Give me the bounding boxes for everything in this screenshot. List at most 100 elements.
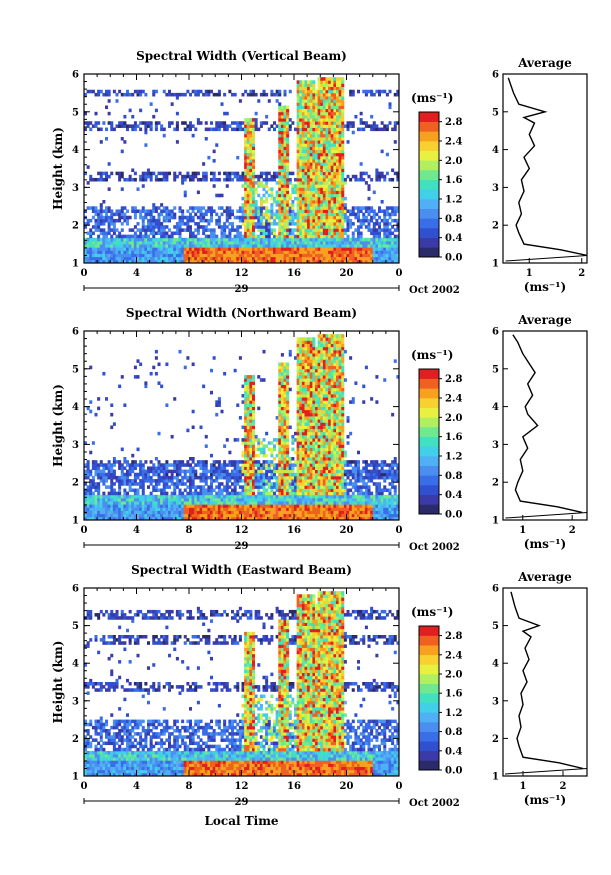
heatmap-cell (315, 231, 319, 236)
heatmap-cell (120, 504, 124, 508)
heatmap-cell (349, 177, 353, 182)
heatmap-cell (120, 240, 124, 245)
heatmap-cell (322, 237, 326, 242)
heatmap-cell (91, 485, 95, 489)
heatmap-cell (325, 149, 329, 154)
heatmap-cell (194, 259, 198, 264)
heatmap-cell (112, 463, 116, 467)
heatmap-cell (231, 250, 235, 254)
heatmap-cell (178, 507, 182, 511)
heatmap-cell (322, 184, 326, 188)
heatmap-cell (275, 453, 279, 458)
heatmap-cell (144, 127, 148, 132)
heatmap-cell (312, 256, 316, 261)
heatmap-cell (154, 218, 158, 223)
heatmap-cell (194, 244, 198, 248)
heatmap-cell (241, 494, 245, 499)
heatmap-cell (299, 114, 303, 119)
heatmap-cell (186, 244, 190, 248)
heatmap-cell (217, 501, 221, 505)
heatmap-cell (139, 253, 143, 258)
heatmap-cell (396, 209, 400, 213)
heatmap-cell (228, 463, 232, 467)
heatmap-cell (259, 92, 263, 97)
heatmap-cell (286, 159, 290, 163)
heatmap-cell (231, 501, 235, 505)
heatmap-cell (359, 247, 363, 251)
heatmap-cell (320, 130, 324, 135)
heatmap-cell (320, 231, 324, 236)
heatmap-cell (178, 222, 182, 226)
heatmap-cell (265, 491, 269, 496)
heatmap-cell (354, 240, 358, 245)
heatmap-cell (354, 177, 358, 182)
heatmap-cell (249, 469, 253, 474)
heatmap-cell (86, 244, 90, 248)
heatmap-cell (228, 215, 232, 220)
heatmap-cell (252, 441, 256, 445)
heatmap-cell (105, 177, 109, 182)
heatmap-cell (86, 124, 90, 128)
heatmap-cell (217, 215, 221, 220)
heatmap-cell (244, 152, 248, 157)
heatmap-cell (354, 206, 358, 210)
heatmap-cell (210, 234, 214, 239)
heatmap-cell (236, 438, 240, 442)
heatmap-cell (291, 190, 295, 195)
heatmap-cell (322, 124, 326, 128)
heatmap-cell (262, 513, 266, 518)
heatmap-cell (233, 438, 237, 442)
heatmap-cell (370, 240, 374, 245)
heatmap-cell (283, 130, 287, 135)
heatmap-cell (317, 215, 321, 220)
heatmap-cell (123, 177, 127, 182)
heatmap-cell (307, 206, 311, 210)
heatmap-cell (89, 507, 93, 511)
heatmap-cell (217, 218, 221, 223)
heatmap-cell (220, 409, 224, 414)
heatmap-cell (270, 240, 274, 245)
heatmap-cell (362, 177, 366, 182)
heatmap-cell (357, 225, 361, 229)
heatmap-cell (333, 96, 337, 100)
heatmap-cell (141, 228, 145, 232)
heatmap-cell (320, 187, 324, 191)
heatmap-cell (204, 256, 208, 261)
heatmap-cell (341, 146, 345, 150)
heatmap-cell (244, 174, 248, 179)
heatmap-cell (254, 222, 258, 226)
heatmap-cell (317, 209, 321, 213)
heatmap-cell (204, 228, 208, 232)
heatmap-cell (189, 206, 193, 210)
heatmap-cell (165, 256, 169, 261)
heatmap-cell (112, 501, 116, 505)
heatmap-cell (304, 171, 308, 176)
heatmap-cell (194, 240, 198, 245)
heatmap-cell (173, 460, 177, 464)
heatmap-cell (341, 247, 345, 251)
heatmap-cell (330, 102, 334, 106)
heatmap-cell (97, 472, 101, 477)
heatmap-cell (231, 244, 235, 248)
heatmap-cell (157, 469, 161, 474)
heatmap-cell (288, 240, 292, 245)
heatmap-cell (154, 89, 158, 94)
heatmap-cell (178, 240, 182, 245)
heatmap-cell (126, 469, 130, 474)
heatmap-cell (385, 234, 389, 239)
heatmap-cell (246, 469, 250, 474)
heatmap-cell (265, 174, 269, 179)
heatmap-cell (364, 218, 368, 223)
heatmap-cell (388, 237, 392, 242)
heatmap-cell (189, 259, 193, 264)
heatmap-cell (141, 485, 145, 489)
heatmap-cell (97, 222, 101, 226)
heatmap-cell (257, 234, 261, 239)
heatmap-cell (301, 181, 305, 185)
heatmap-cell (296, 212, 300, 217)
heatmap-cell (278, 453, 282, 458)
heatmap-cell (391, 244, 395, 248)
heatmap-cell (278, 485, 282, 489)
heatmap-cell (194, 513, 198, 518)
heatmap-cell (126, 516, 130, 521)
